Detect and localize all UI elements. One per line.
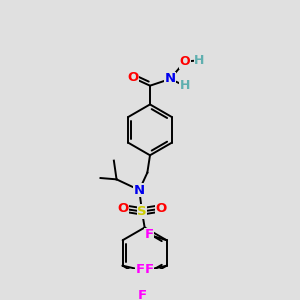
Text: O: O [118, 202, 129, 215]
Text: F: F [137, 289, 146, 300]
Text: H: H [180, 79, 190, 92]
Text: F: F [136, 263, 145, 276]
Text: F: F [145, 228, 154, 242]
Text: N: N [164, 73, 175, 85]
Text: H: H [194, 54, 205, 67]
Text: S: S [137, 205, 147, 218]
Text: O: O [179, 55, 190, 68]
Text: N: N [134, 184, 145, 196]
Text: F: F [145, 263, 154, 276]
Text: O: O [127, 71, 138, 84]
Text: O: O [155, 202, 166, 215]
